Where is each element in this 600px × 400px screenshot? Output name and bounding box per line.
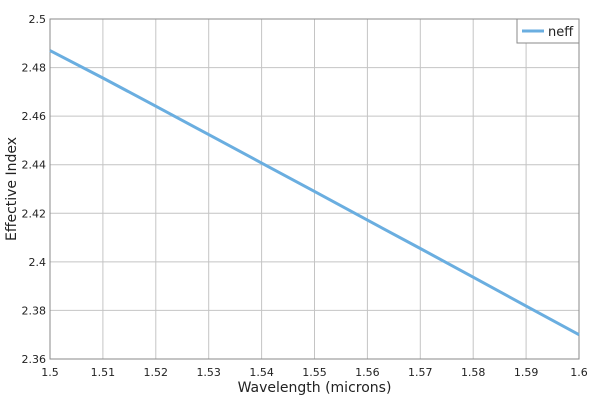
y-tick-label: 2.48 (22, 62, 47, 75)
plot-frame (49, 18, 580, 360)
x-tick-label: 1.54 (249, 366, 274, 379)
legend-label-neff: neff (548, 25, 574, 40)
y-tick-label: 2.38 (22, 304, 47, 317)
x-tick-label: 1.53 (196, 366, 221, 379)
series-line-neff (49, 49, 580, 337)
legend: neff (516, 18, 580, 44)
x-tick-label: 1.5 (41, 366, 59, 379)
x-tick-label: 1.55 (302, 366, 327, 379)
x-tick-label: 1.52 (144, 366, 169, 379)
x-tick-label: 1.56 (355, 366, 380, 379)
y-tick-label: 2.44 (22, 159, 47, 172)
y-tick-label: 2.46 (22, 110, 47, 123)
x-tick-label: 1.59 (514, 366, 539, 379)
y-tick-label: 2.4 (29, 256, 47, 269)
series-layer (49, 49, 580, 337)
x-axis-title: Wavelength (microns) (238, 380, 392, 396)
x-tick-label: 1.51 (91, 366, 116, 379)
y-axis-ticks: 2.36 2.38 2.4 2.42 2.44 2.46 2.48 2.5 (22, 13, 47, 366)
x-axis-ticks: 1.5 1.51 1.52 1.53 1.54 1.55 1.56 1.57 1.58 1.59 1… (41, 366, 588, 379)
y-tick-label: 2.42 (22, 207, 47, 220)
x-tick-label: 1.57 (408, 366, 433, 379)
x-tick-label: 1.6 (570, 366, 588, 379)
x-tick-label: 1.58 (461, 366, 486, 379)
y-axis-title: Effective Index (4, 137, 20, 241)
y-tick-label: 2.5 (29, 13, 47, 26)
y-tick-label: 2.36 (22, 353, 47, 366)
